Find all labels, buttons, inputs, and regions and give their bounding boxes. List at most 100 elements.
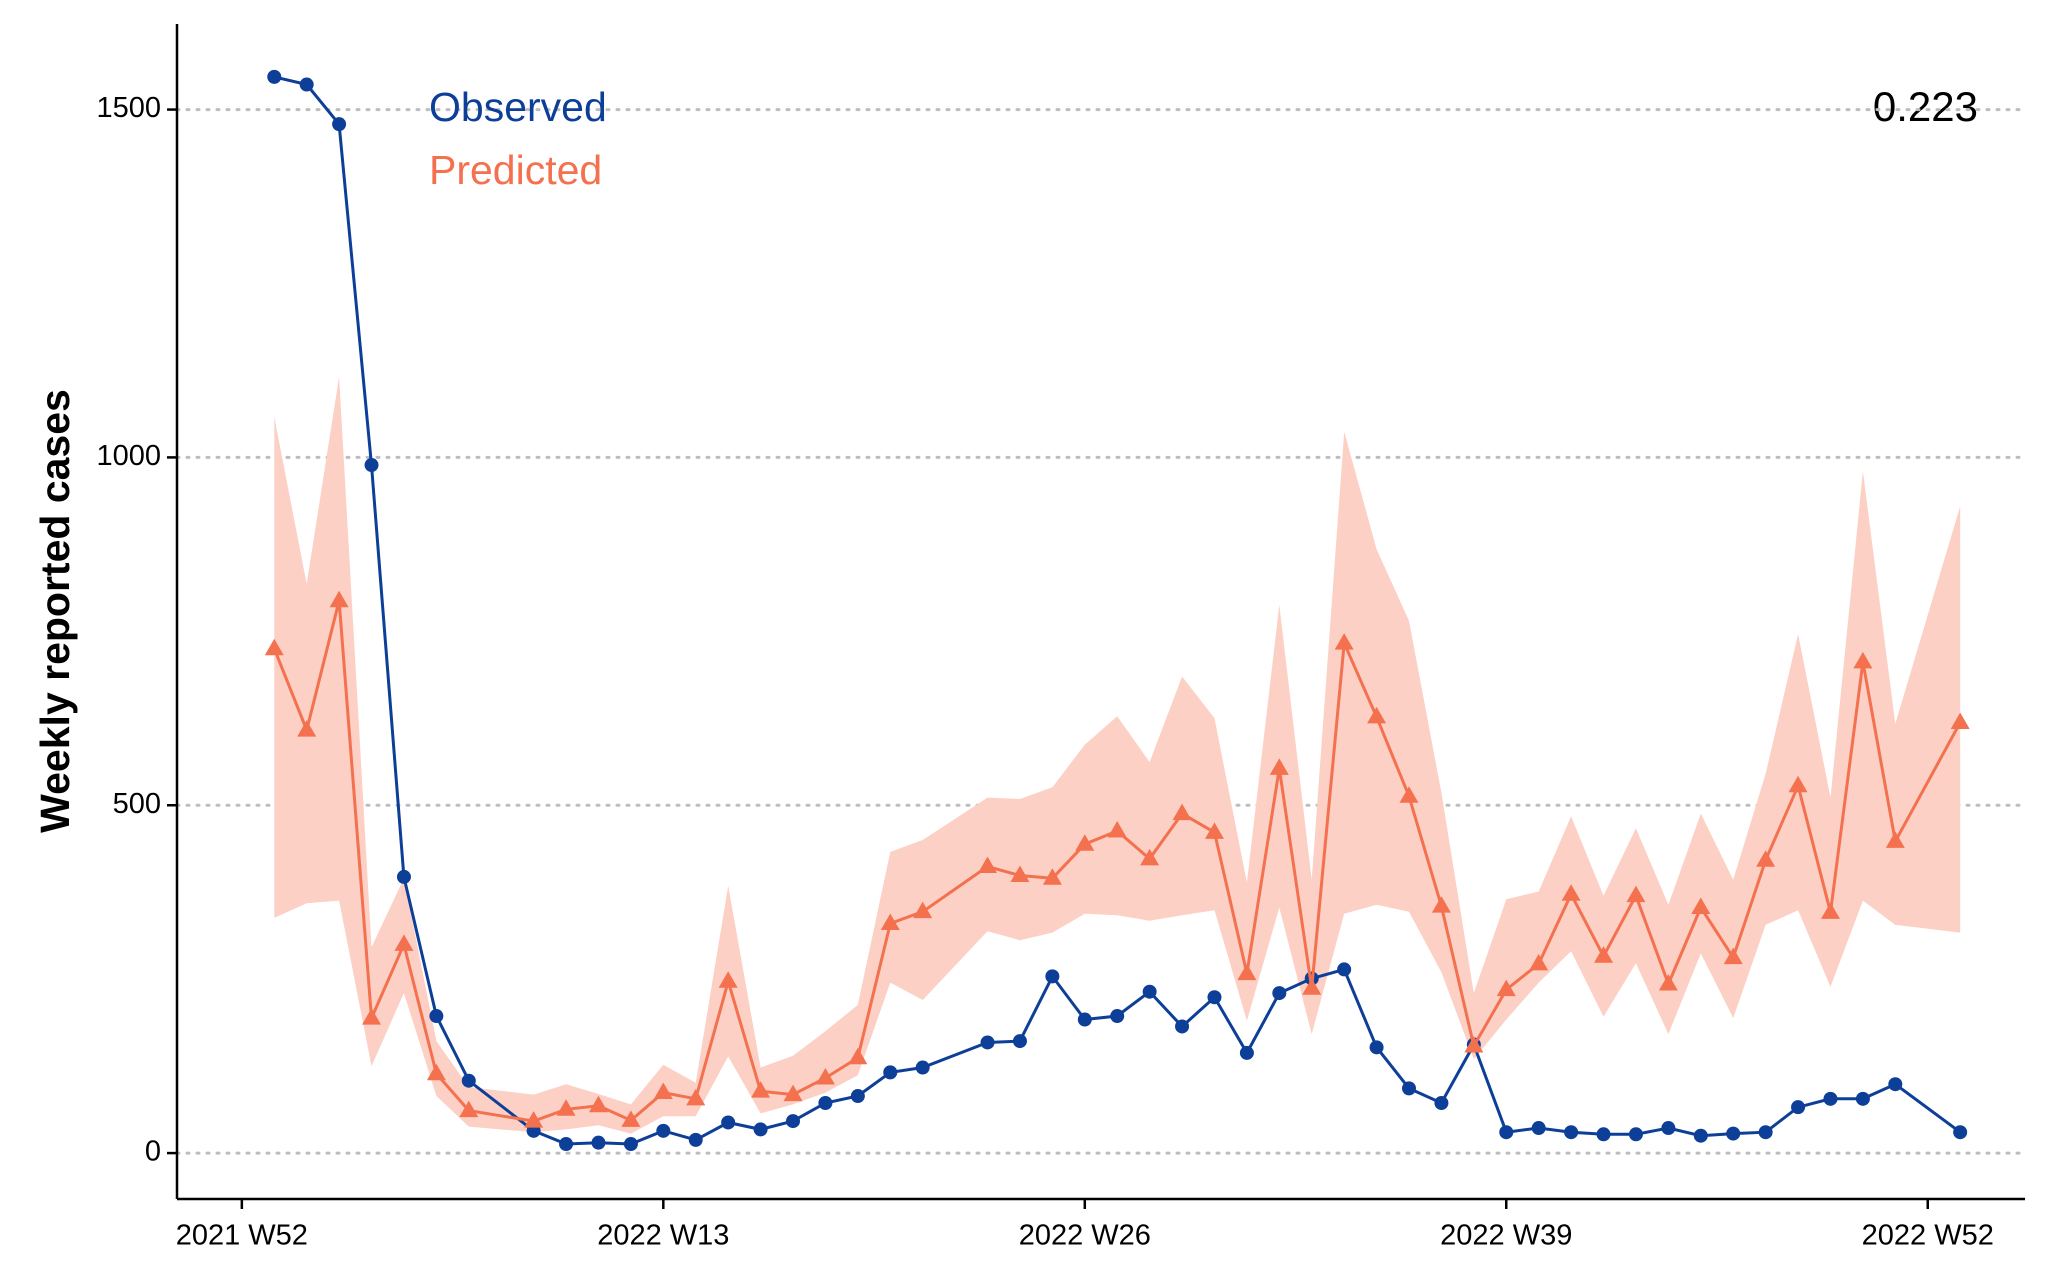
data-point [721, 1115, 736, 1130]
data-point [1950, 712, 1970, 729]
data-point [753, 1122, 768, 1137]
data-point [783, 1084, 803, 1102]
data-point [1367, 706, 1387, 724]
data-point [524, 1111, 544, 1128]
data-point [297, 720, 317, 737]
data-point [264, 638, 284, 656]
data-point [362, 1008, 382, 1025]
data-point [1337, 962, 1352, 977]
data-point [1788, 775, 1808, 793]
data-point [1075, 834, 1095, 851]
data-point [980, 1035, 995, 1050]
data-point [1756, 850, 1776, 867]
data-point [1628, 1127, 1643, 1142]
data-point [1564, 1125, 1579, 1140]
data-point [1107, 820, 1127, 838]
data-point [815, 1067, 835, 1085]
data-point [588, 1095, 608, 1113]
data-point [332, 117, 347, 132]
data-point [1464, 1035, 1484, 1053]
data-point [818, 1095, 833, 1110]
data-point [299, 77, 314, 92]
data-point [1012, 1034, 1027, 1049]
data-point [718, 971, 738, 988]
data-point [459, 1100, 479, 1118]
data-point [364, 458, 379, 473]
data-point [1237, 963, 1257, 981]
data-point [1402, 1081, 1416, 1096]
data-point [1499, 1125, 1514, 1140]
data-point [1042, 868, 1062, 885]
data-point [556, 1099, 576, 1116]
data-point [1888, 1077, 1903, 1092]
data-point [623, 1137, 638, 1152]
data-point [1434, 1095, 1449, 1110]
data-point [1142, 984, 1157, 999]
y-tick-label: 500 [113, 788, 161, 820]
data-point [1010, 865, 1030, 883]
data-point [653, 1082, 673, 1100]
data-point [1045, 969, 1060, 984]
data-point [1239, 1045, 1254, 1060]
data-point [850, 1089, 865, 1104]
data-point [1172, 803, 1192, 821]
data-point [1175, 1019, 1190, 1034]
data-point [1431, 896, 1451, 913]
annotation: 0.223 [1873, 83, 1978, 130]
data-point [1594, 946, 1614, 963]
y-axis-title: Weekly reported cases [32, 389, 78, 833]
y-tick-label: 1500 [96, 92, 161, 124]
data-point [1855, 1091, 1870, 1106]
data-point [1953, 1125, 1968, 1140]
data-point [1823, 1091, 1838, 1106]
data-point [656, 1123, 671, 1138]
data-point [751, 1081, 771, 1098]
data-point [394, 934, 414, 951]
x-tick-label: 2022 W52 [1862, 1220, 1994, 1252]
data-point [1531, 1121, 1546, 1136]
data-point [1272, 986, 1287, 1001]
data-point [426, 1063, 446, 1081]
data-point [396, 869, 411, 884]
data-point [1791, 1100, 1806, 1115]
data-point [1885, 831, 1905, 848]
data-point [978, 856, 998, 873]
data-point [1496, 979, 1516, 997]
data-point [1661, 1121, 1676, 1136]
data-point [1596, 1127, 1611, 1142]
data-point [1853, 651, 1873, 669]
data-point [688, 1132, 703, 1147]
data-point [1561, 884, 1581, 901]
data-point [461, 1073, 476, 1088]
legend-label: Observed [429, 84, 607, 130]
x-tick-label: 2022 W39 [1440, 1220, 1572, 1252]
data-point [686, 1088, 706, 1106]
data-point [848, 1047, 868, 1065]
data-point [1204, 822, 1224, 839]
data-point [1302, 978, 1322, 995]
data-point [1369, 1040, 1384, 1055]
data-point [1140, 848, 1160, 866]
data-point [1658, 974, 1678, 991]
data-point [621, 1110, 641, 1127]
x-tick-label: 2022 W26 [1019, 1220, 1151, 1252]
data-point [329, 590, 349, 608]
data-point [1626, 885, 1646, 903]
x-tick-label: 2022 W13 [597, 1220, 729, 1252]
data-point [1726, 1126, 1741, 1141]
data-point [1077, 1012, 1092, 1027]
data-point [1529, 953, 1549, 971]
y-tick-label: 1000 [96, 440, 161, 472]
data-point [429, 1009, 444, 1024]
data-point [913, 901, 933, 919]
data-point [883, 1065, 898, 1080]
data-point [1207, 990, 1222, 1005]
series-line [272, 600, 1962, 1123]
data-point [1723, 947, 1743, 965]
data-point [1269, 758, 1289, 775]
data-point [915, 1060, 930, 1075]
data-point [1691, 897, 1711, 915]
data-point [1399, 786, 1419, 803]
